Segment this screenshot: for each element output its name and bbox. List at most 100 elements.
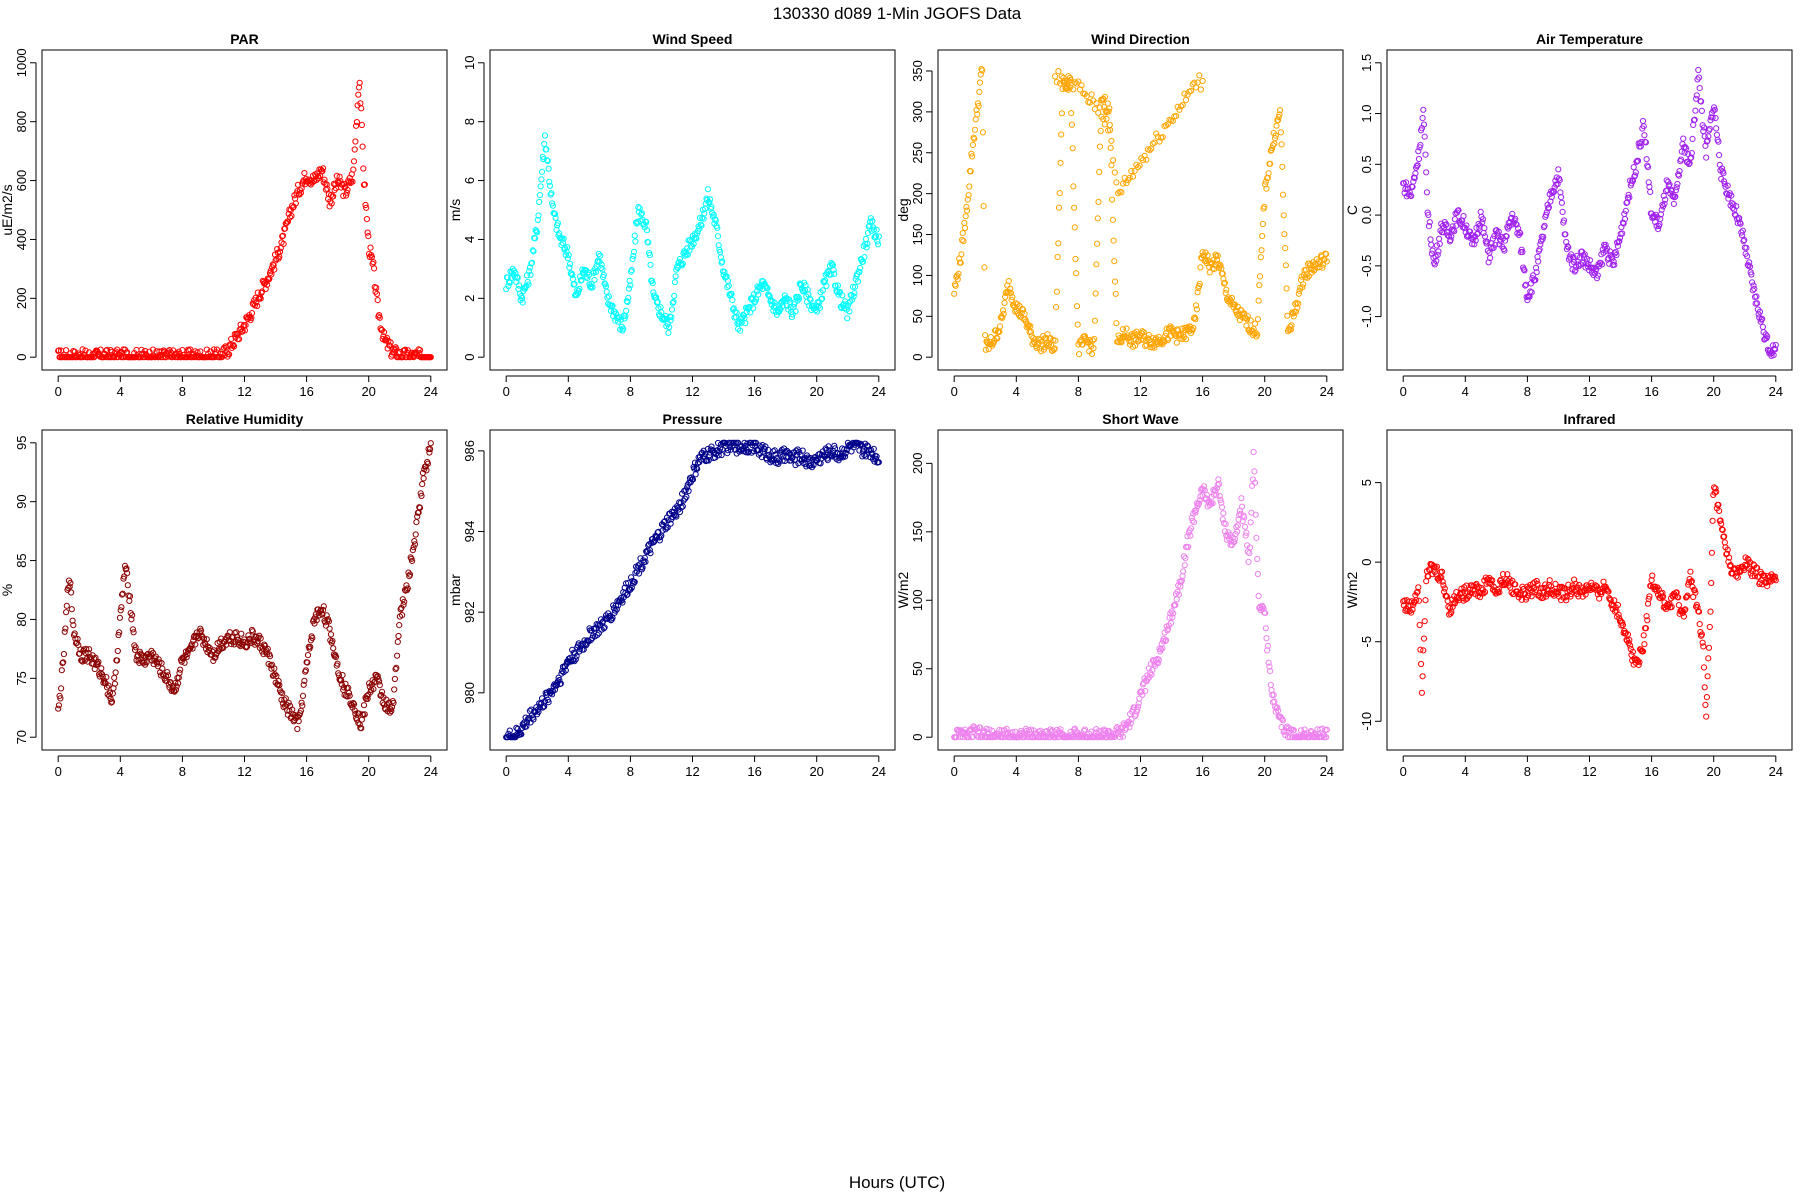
data-point — [1414, 162, 1421, 169]
data-point — [183, 654, 190, 661]
data-point — [979, 129, 987, 136]
data-point — [309, 635, 316, 642]
data-point — [506, 727, 513, 734]
data-point — [327, 631, 335, 638]
data-point — [1005, 277, 1012, 285]
data-point — [1272, 135, 1279, 142]
data-point — [1640, 632, 1647, 639]
data-point — [823, 282, 830, 289]
data-point — [1118, 339, 1125, 346]
data-point — [1279, 163, 1286, 170]
y-tick-label: 0 — [1359, 559, 1374, 566]
data-point — [1751, 285, 1758, 292]
data-point — [631, 578, 638, 586]
data-point — [257, 295, 264, 302]
data-point — [952, 282, 959, 289]
x-tick-label: 24 — [1320, 764, 1334, 779]
data-point — [300, 681, 307, 688]
data-point — [654, 298, 661, 305]
data-point — [1009, 294, 1016, 301]
data-point — [1672, 193, 1679, 200]
data-point — [1101, 93, 1109, 100]
data-point — [842, 449, 849, 457]
data-point — [1663, 177, 1670, 184]
data-point — [1128, 168, 1135, 175]
data-point — [213, 346, 220, 353]
data-point — [1599, 261, 1606, 268]
data-point — [1415, 148, 1422, 155]
data-point — [1156, 138, 1163, 145]
data-point — [1634, 157, 1642, 164]
data-point — [536, 198, 543, 206]
data-point — [595, 250, 602, 258]
data-point — [1451, 228, 1458, 235]
chart-title: Wind Direction — [1091, 31, 1190, 47]
data-point — [1323, 258, 1330, 265]
data-point — [1647, 188, 1654, 195]
data-point — [294, 181, 302, 188]
data-point — [1754, 300, 1761, 307]
data-point — [1117, 338, 1124, 345]
data-point — [673, 513, 680, 520]
data-point — [74, 635, 81, 643]
y-tick-label: 100 — [910, 589, 925, 611]
data-point — [1643, 156, 1650, 163]
data-point — [1632, 172, 1639, 179]
data-point — [376, 314, 383, 321]
data-point — [1455, 207, 1462, 214]
data-point — [1105, 127, 1112, 134]
data-point — [128, 616, 135, 623]
data-point — [857, 264, 864, 272]
x-tick-label: 12 — [685, 764, 699, 779]
data-point — [1676, 168, 1683, 175]
data-point — [340, 192, 347, 199]
data-point — [329, 637, 336, 645]
data-point — [336, 173, 343, 180]
data-point — [1448, 233, 1455, 240]
data-point — [367, 244, 374, 251]
data-point — [1131, 167, 1138, 174]
data-point — [278, 696, 285, 703]
x-tick-label: 24 — [424, 764, 438, 779]
data-point — [124, 582, 131, 589]
data-point — [842, 453, 849, 460]
data-point — [955, 270, 962, 277]
y-tick-label: 100 — [910, 265, 925, 287]
data-point — [1309, 266, 1316, 273]
data-point — [1252, 511, 1259, 518]
data-point — [366, 253, 373, 260]
data-point — [1254, 316, 1262, 323]
data-point — [1055, 68, 1062, 75]
plot-frame — [1386, 49, 1793, 371]
data-point — [1254, 570, 1262, 578]
data-point — [1251, 320, 1259, 327]
data-point — [1705, 133, 1712, 140]
data-point — [82, 347, 89, 354]
data-point — [1419, 673, 1426, 680]
x-tick-label: 12 — [1582, 764, 1596, 779]
data-point — [1019, 305, 1026, 313]
data-point — [1639, 117, 1647, 125]
data-point — [628, 584, 635, 591]
y-axis-label: % — [0, 584, 15, 596]
series-points — [503, 439, 882, 741]
data-point — [647, 261, 654, 268]
y-axis-label: deg — [895, 198, 911, 221]
data-point — [961, 219, 968, 227]
data-point — [1594, 272, 1601, 279]
data-point — [551, 210, 559, 218]
data-point — [1257, 254, 1264, 261]
y-tick-label: 986 — [462, 440, 477, 462]
data-point — [189, 645, 196, 652]
data-point — [1072, 255, 1079, 263]
data-point — [1705, 655, 1712, 662]
data-point — [404, 585, 411, 592]
data-point — [99, 673, 106, 681]
data-point — [352, 138, 359, 145]
plot-frame — [1386, 429, 1793, 751]
data-point — [1537, 241, 1544, 248]
data-point — [627, 282, 634, 289]
data-point — [965, 192, 972, 199]
data-point — [1436, 235, 1443, 242]
data-point — [416, 504, 424, 511]
